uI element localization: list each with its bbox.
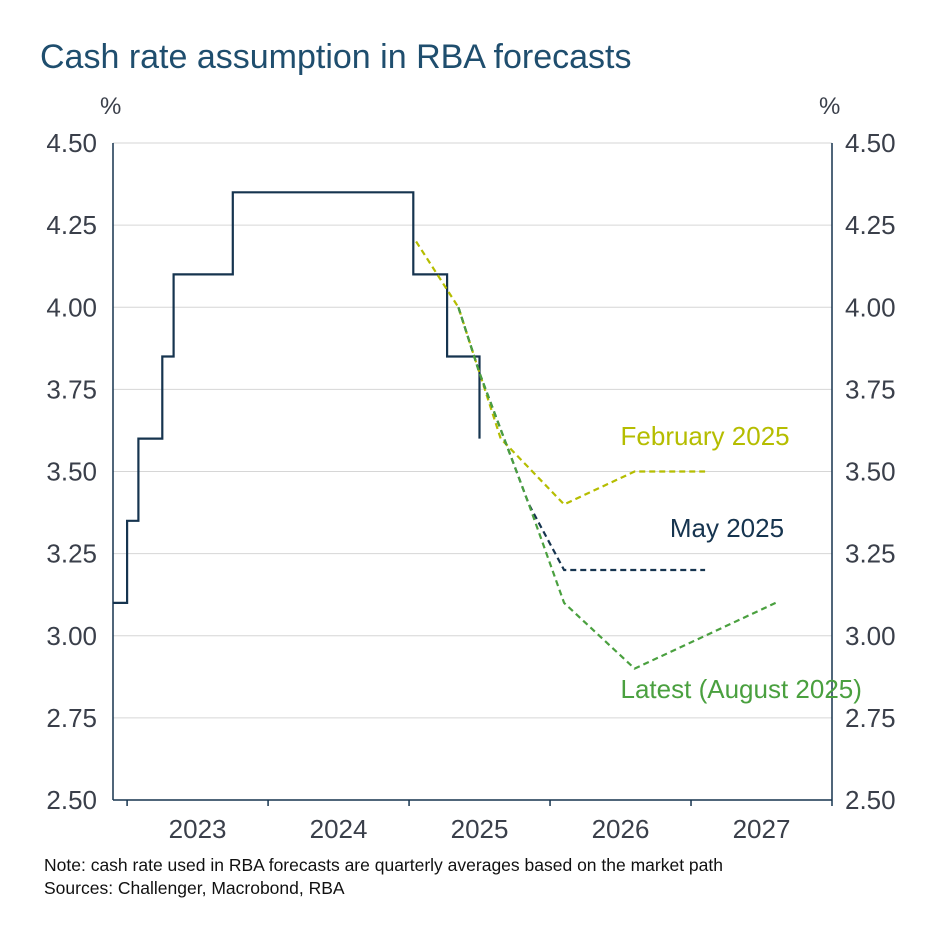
x-tick-label: 2023 (169, 814, 227, 844)
notes: Note: cash rate used in RBA forecasts ar… (44, 854, 723, 900)
x-tick-label: 2027 (733, 814, 791, 844)
labels-layer: 2.50 2.50 2.75 2.75 3.00 3.00 3.25 3.25 3.50 3.50… (46, 93, 895, 844)
y-tick-label-right: 4.00 (845, 292, 896, 322)
y-tick-label-left: 4.25 (46, 210, 97, 240)
y-tick-label-right: 3.50 (845, 457, 896, 487)
series-label: Latest (August 2025) (621, 674, 862, 704)
series-layer (113, 191, 777, 670)
series-label: May 2025 (670, 513, 784, 543)
sources-text: Sources: Challenger, Macrobond, RBA (44, 878, 345, 898)
y-tick-label-right: 3.75 (845, 374, 896, 404)
series-line-latest-august-2025 (457, 306, 777, 670)
y-tick-label-left: 2.50 (46, 785, 97, 815)
series-label: February 2025 (621, 421, 790, 451)
y-tick-label-right: 3.00 (845, 621, 896, 651)
y-unit-left: % (100, 93, 121, 120)
series-line-cash-rate (113, 191, 481, 604)
y-tick-label-right: 2.75 (845, 703, 896, 733)
x-tick-label: 2026 (592, 814, 650, 844)
y-tick-label-left: 2.75 (46, 703, 97, 733)
y-tick-label-left: 3.00 (46, 621, 97, 651)
y-unit-right: % (819, 93, 840, 120)
y-tick-label-left: 3.25 (46, 539, 97, 569)
y-tick-label-right: 2.50 (845, 785, 896, 815)
chart-title: Cash rate assumption in RBA forecasts (40, 38, 632, 76)
axes (112, 143, 833, 806)
y-tick-label-left: 4.50 (46, 128, 97, 158)
x-tick-label: 2024 (310, 814, 368, 844)
x-tick-label: 2025 (451, 814, 509, 844)
series-line-february-2025 (415, 240, 706, 506)
y-tick-label-left: 3.75 (46, 374, 97, 404)
gridlines (113, 142, 832, 719)
note-text: Note: cash rate used in RBA forecasts ar… (44, 855, 723, 875)
y-tick-label-right: 3.25 (845, 539, 896, 569)
y-tick-label-left: 3.50 (46, 457, 97, 487)
y-tick-label-right: 4.25 (845, 210, 896, 240)
y-tick-label-left: 4.00 (46, 292, 97, 322)
y-tick-label-right: 4.50 (845, 128, 896, 158)
